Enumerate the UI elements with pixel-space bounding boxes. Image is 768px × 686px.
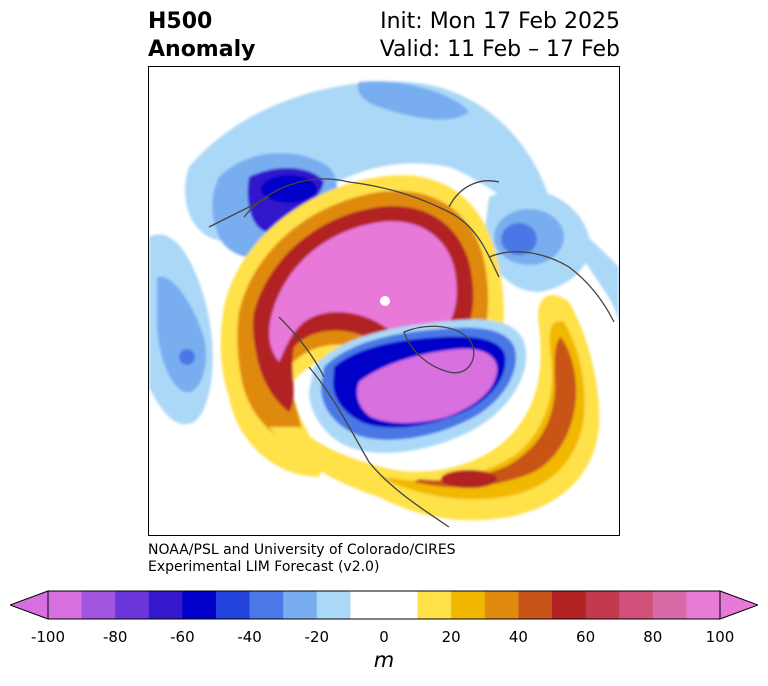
colorbar-cell [686, 591, 721, 619]
anomaly-subtropics-positive-inner [414, 337, 577, 488]
colorbar-cell [148, 591, 183, 619]
coastline-greenland [403, 325, 475, 374]
credit-line2: Experimental LIM Forecast (v2.0) [148, 559, 380, 575]
colorbar-tick-label: -80 [102, 628, 128, 646]
colorbar-cell [216, 591, 251, 619]
colorbar-unit: m [373, 648, 395, 672]
coastline-alaska [278, 316, 325, 378]
colorbar-tick-label: 100 [705, 628, 735, 646]
anomaly-pacific-negative-peak [179, 349, 195, 365]
colorbar-cell [417, 591, 452, 619]
anomaly-north-negative-2 [357, 81, 469, 120]
colorbar-tick-label: -100 [30, 628, 66, 646]
colorbar-cells [48, 591, 721, 619]
colorbar-tick-label: 80 [643, 628, 663, 646]
colorbar [10, 590, 758, 620]
init-date: Init: Mon 17 Feb 2025 [380, 9, 620, 34]
colorbar-cell [316, 591, 351, 619]
anomaly-pacific-negative-core [157, 276, 207, 393]
colorbar-tick-label: -40 [237, 628, 262, 646]
anomaly-russia-negative-peak [261, 175, 317, 203]
coastline-north-america [308, 366, 450, 528]
anomaly-europe-negative-peak [501, 223, 537, 255]
anomaly-north-negative [185, 81, 619, 327]
colorbar-cell [619, 591, 654, 619]
colorbar-cell [48, 591, 83, 619]
title-anomaly: Anomaly [148, 37, 256, 62]
valid-range: Valid: 11 Feb – 17 Feb [379, 37, 620, 62]
colorbar-under-arrow [10, 590, 49, 620]
colorbar-cell [350, 591, 385, 619]
anomaly-subtropics-positive-peak [441, 470, 497, 488]
title-right: Init: Mon 17 Feb 2025 Valid: 11 Feb – 17… [380, 8, 620, 64]
colorbar-cell [384, 591, 419, 619]
colorbar-over-arrow [719, 590, 758, 620]
title-left: H500 Anomaly [148, 8, 255, 64]
title-variable: H500 [148, 9, 213, 34]
colorbar-cell [115, 591, 150, 619]
coastline-europe [488, 251, 615, 323]
colorbar-tick-label: -20 [304, 628, 330, 646]
colorbar-tick-label: 60 [576, 628, 596, 646]
colorbar-cell [81, 591, 116, 619]
colorbar-cell [249, 591, 284, 619]
north-pole-marker [380, 296, 390, 306]
colorbar-cell [552, 591, 587, 619]
coastline-scandinavia [448, 180, 500, 208]
colorbar-cell [451, 591, 486, 619]
colorbar-cell [585, 591, 620, 619]
coastlines [208, 178, 615, 528]
anomaly-namerica-negative-core [357, 348, 498, 423]
colorbar-cell [484, 591, 519, 619]
anomaly-map [149, 81, 619, 528]
colorbar-cell [652, 591, 687, 619]
colorbar-tick-label: 20 [441, 628, 461, 646]
credit-line1: NOAA/PSL and University of Colorado/CIRE… [148, 542, 456, 558]
credit: NOAA/PSL and University of Colorado/CIRE… [148, 542, 456, 576]
colorbar-tick-label: 0 [379, 628, 389, 646]
coastline-eurasia [243, 178, 500, 278]
colorbar-cell [182, 591, 217, 619]
colorbar-cell [283, 591, 318, 619]
colorbar-frame [47, 590, 721, 620]
map-panel [148, 66, 620, 536]
colorbar-cell [518, 591, 553, 619]
colorbar-tick-label: -60 [170, 628, 195, 646]
coastline-siberia [208, 196, 270, 228]
colorbar-tick-label: 40 [508, 628, 528, 646]
